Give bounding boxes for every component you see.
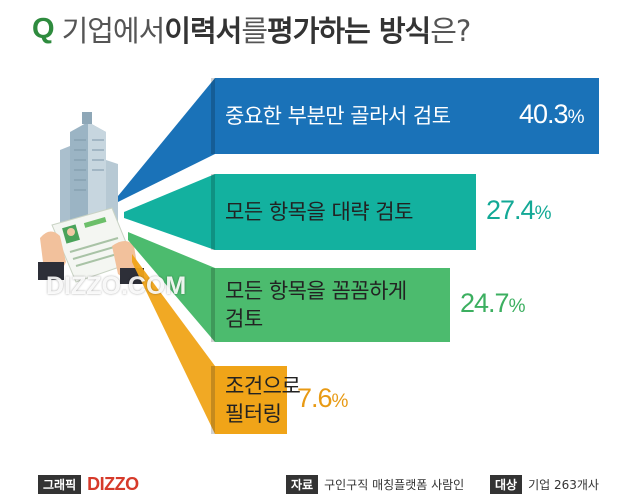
- footer-target: 대상 기업 263개사: [490, 474, 599, 494]
- category-label-1: 중요한 부분만 골라서 검토: [225, 102, 451, 130]
- value-label-1: 40.3%: [519, 99, 585, 130]
- category-label-line: 조건으로: [225, 374, 301, 398]
- bar-4: [215, 366, 287, 434]
- value-unit: %: [534, 203, 552, 224]
- value-number: 40.3: [519, 99, 569, 129]
- bar-shadow-1: [211, 78, 215, 154]
- watermark: DIZZO.COM: [46, 272, 187, 300]
- bar-shadow-2: [211, 174, 215, 250]
- value-unit: %: [567, 107, 585, 128]
- title-part-4: 평가하는 방식: [267, 14, 431, 48]
- office-building-illustration: [60, 112, 118, 230]
- graphic-tag: 그래픽: [38, 474, 82, 494]
- footer-source: 자료 구인구직 매칭플랫폼 사람인: [286, 474, 464, 494]
- dizzo-logo: DIZZO: [87, 473, 139, 494]
- target-text: 기업 263개사: [528, 477, 599, 492]
- category-label-line: 검토: [225, 307, 263, 331]
- value-number: 7.6: [297, 383, 333, 413]
- target-tag: 대상: [490, 474, 523, 494]
- value-unit: %: [508, 296, 526, 317]
- title-part-3: 를: [241, 14, 268, 48]
- category-label-line: 중요한 부분만 골라서 검토: [225, 104, 451, 128]
- title-part-1: 기업에서: [61, 14, 166, 48]
- resume-in-hands-illustration: [38, 207, 144, 284]
- value-unit: %: [331, 391, 349, 412]
- connector-2: [124, 174, 215, 250]
- title-part-5: 은?: [430, 14, 471, 48]
- footer-credit: 그래픽 DIZZO: [38, 474, 139, 494]
- category-label-2: 모든 항목을 대략 검토: [225, 198, 413, 226]
- value-number: 24.7: [460, 288, 510, 318]
- source-tag: 자료: [286, 474, 319, 494]
- connector-4: [132, 254, 215, 434]
- category-label-line: 모든 항목을 꼼꼼하게: [225, 279, 407, 303]
- category-label-line: 모든 항목을 대략 검토: [225, 200, 413, 224]
- bar-shadow-4: [211, 366, 215, 434]
- value-label-4: 7.6%: [297, 383, 349, 414]
- bar-2: [215, 174, 476, 250]
- bar-1: [215, 78, 599, 154]
- category-label-line: 필터링: [225, 402, 282, 426]
- value-label-2: 27.4%: [486, 195, 552, 226]
- page-title: Q 기업에서 이력서 를 평가하는 방식 은?: [32, 8, 471, 50]
- bars-group: [211, 78, 599, 434]
- value-label-3: 24.7%: [460, 288, 526, 319]
- connector-1: [118, 78, 215, 202]
- connector-group: [118, 78, 215, 434]
- connector-3: [128, 232, 215, 342]
- bar-3: [215, 268, 450, 342]
- value-number: 27.4: [486, 195, 536, 225]
- title-part-2: 이력서: [164, 14, 242, 48]
- bar-shadow-3: [211, 268, 215, 342]
- source-text: 구인구직 매칭플랫폼 사람인: [324, 477, 465, 492]
- question-mark-label: Q: [32, 12, 55, 45]
